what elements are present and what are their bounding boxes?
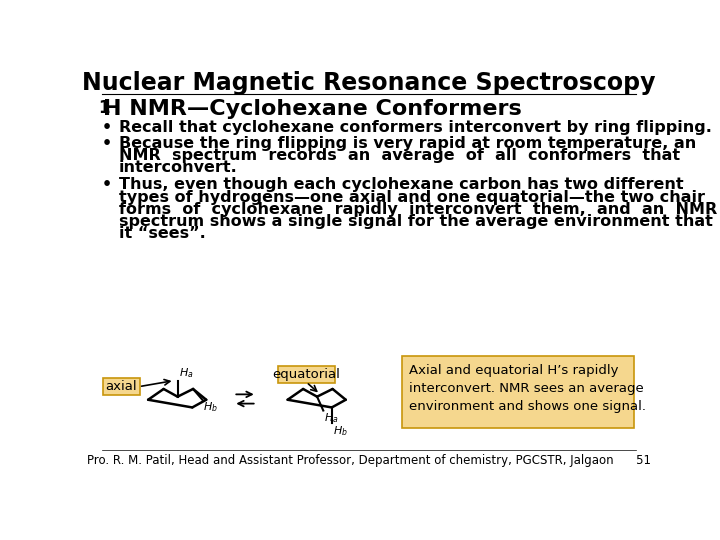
Text: $H_a$: $H_a$ [179,367,194,381]
Text: Because the ring flipping is very rapid at room temperature, an: Because the ring flipping is very rapid … [119,136,696,151]
Text: interconvert.: interconvert. [119,160,238,176]
Text: •: • [102,177,112,192]
Text: Recall that cyclohexane conformers interconvert by ring flipping.: Recall that cyclohexane conformers inter… [119,120,711,135]
Text: •: • [102,120,112,135]
Text: axial: axial [106,380,138,393]
Text: Thus, even though each cyclohexane carbon has two different: Thus, even though each cyclohexane carbo… [119,177,683,192]
Text: it “sees”.: it “sees”. [119,226,205,241]
Text: NMR  spectrum  records  an  average  of  all  conformers  that: NMR spectrum records an average of all c… [119,148,680,163]
Text: Nuclear Magnetic Resonance Spectroscopy: Nuclear Magnetic Resonance Spectroscopy [82,71,656,95]
Text: spectrum shows a single signal for the average environment that: spectrum shows a single signal for the a… [119,214,713,229]
Text: Pro. R. M. Patil, Head and Assistant Professor, Department of chemistry, PGCSTR,: Pro. R. M. Patil, Head and Assistant Pro… [87,455,651,468]
Text: H NMR—Cyclohexane Conformers: H NMR—Cyclohexane Conformers [103,99,522,119]
Text: equatorial: equatorial [272,368,340,381]
FancyBboxPatch shape [402,356,634,428]
FancyBboxPatch shape [103,378,140,395]
Text: $H_b$: $H_b$ [203,401,218,414]
Text: $H_b$: $H_b$ [333,424,348,438]
Text: •: • [102,136,112,151]
Text: forms  of  cyclohexane  rapidly  interconvert  them,  and  an  NMR: forms of cyclohexane rapidly interconver… [119,202,717,217]
FancyBboxPatch shape [277,366,335,383]
Text: 1: 1 [98,99,109,117]
Text: types of hydrogens—one axial and one equatorial—the two chair: types of hydrogens—one axial and one equ… [119,190,705,205]
Text: Axial and equatorial H’s rapidly
interconvert. NMR sees an average
environment a: Axial and equatorial H’s rapidly interco… [408,363,646,413]
Text: $H_a$: $H_a$ [324,411,338,425]
